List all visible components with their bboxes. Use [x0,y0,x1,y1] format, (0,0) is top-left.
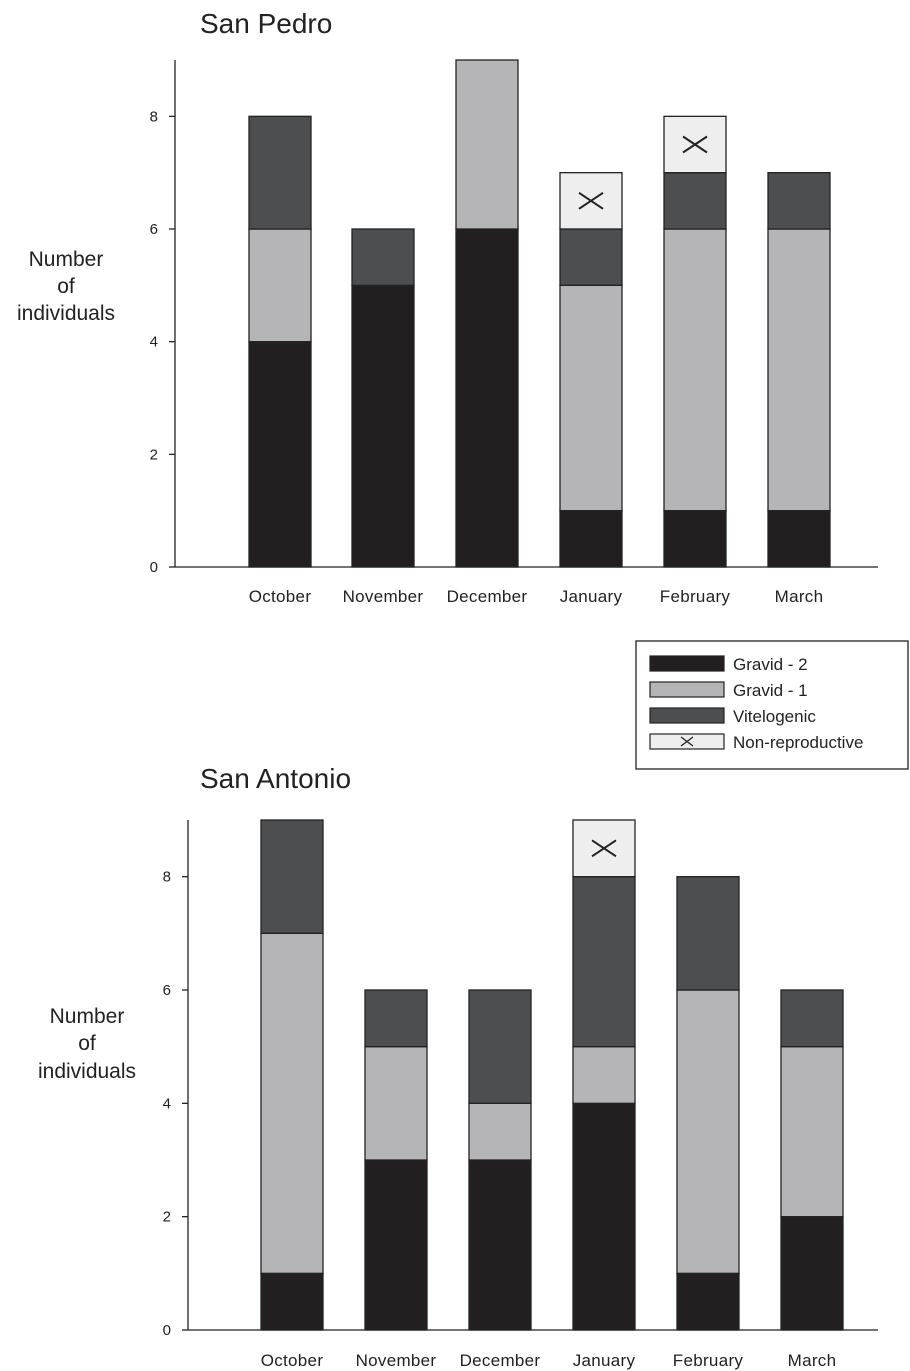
y-tick-label: 2 [163,1209,171,1226]
bar-segment [260,932,324,1274]
x-tick-label: January [560,587,623,606]
chart-title: San Pedro [200,8,332,39]
cross-mark-icon [578,192,604,210]
x-tick-label: January [573,1351,636,1370]
bar-segment [468,989,532,1104]
chart-panel-2: San Antonio Number of individuals October Nov… [38,763,878,1370]
y-axis-label: individuals [17,302,115,325]
legend-label: Non-reproductive [733,733,863,752]
legend-label: Vitelogenic [733,707,816,726]
bar-segment [455,59,519,230]
x-tick-label: March [788,1351,837,1370]
bar-segment [248,115,312,230]
x-tick-label: December [447,587,528,606]
y-axis-label: individuals [38,1060,136,1083]
y-tick-label: 6 [150,221,158,238]
y-axis-label: Number [50,1005,125,1028]
y-tick-label: 0 [163,1322,171,1339]
legend: Gravid - 2 Gravid - 1 Vitelogenic Non-repro… [635,640,909,770]
x-tick-label: December [460,1351,541,1370]
bar-segment [364,1159,428,1331]
bar-segment [767,172,831,230]
y-tick-label: 2 [150,446,158,463]
bar-segment [248,341,312,568]
x-tick-label: February [660,587,731,606]
bar-segment [559,284,623,512]
bar-segment [676,1272,740,1331]
y-tick-label: 4 [163,1095,171,1112]
bar-segment [663,172,727,230]
y-tick-label: 6 [163,982,171,999]
bar-segment [364,1046,428,1161]
legend-swatch [649,681,725,698]
bar-segment [767,510,831,568]
legend-swatch [649,655,725,672]
bar-segment [364,989,428,1048]
x-tick-label: February [673,1351,744,1370]
cross-mark-icon [680,736,694,747]
x-tick-label: November [343,587,424,606]
bar-segment [572,1102,636,1331]
bar-segment [676,989,740,1274]
bar-segment [260,1272,324,1331]
bar-segment [780,989,844,1048]
bar-segment [572,876,636,1048]
y-tick-label: 4 [150,334,158,351]
bar-segment [559,510,623,568]
bar-segment [780,1046,844,1218]
y-axis-label: of [57,275,75,298]
bar-segment [559,228,623,286]
bar-segment [351,228,415,286]
bar-segment [676,876,740,991]
y-axis-label: Number [29,248,104,271]
bar-segment [663,510,727,568]
bar-segment [468,1159,532,1331]
chart-panel-1: San Pedro Number of individuals October Novem… [17,8,878,606]
bar-segment [468,1102,532,1161]
cross-mark-icon [682,135,708,154]
x-tick-label: October [249,587,312,606]
legend-swatch [649,707,725,724]
bar-segment [780,1216,844,1331]
bar-segment [767,228,831,512]
bar-segment [248,228,312,343]
bar-segment [455,228,519,568]
y-tick-label: 8 [150,108,158,125]
bar-segment [260,819,324,934]
x-tick-label: March [775,587,824,606]
y-axis-label: of [78,1032,96,1055]
bar-segment [663,228,727,512]
cross-mark-icon [591,839,617,858]
legend-label: Gravid - 2 [733,655,808,674]
x-tick-label: November [356,1351,437,1370]
x-tick-label: October [261,1351,324,1370]
bar-segment [572,1046,636,1104]
y-tick-label: 8 [163,869,171,886]
bar-segment [351,284,415,568]
legend-label: Gravid - 1 [733,681,808,700]
y-tick-label: 0 [150,559,158,576]
chart-title: San Antonio [200,763,351,794]
